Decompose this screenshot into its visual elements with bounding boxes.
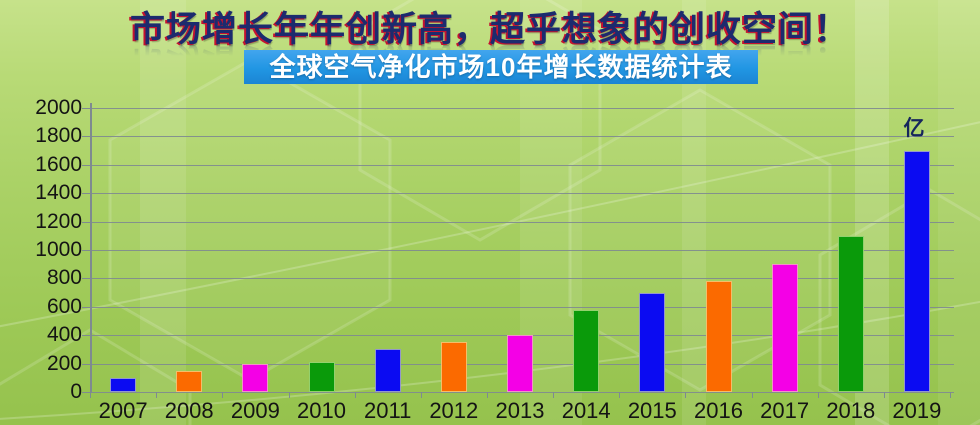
y-axis-tick — [82, 363, 90, 365]
x-axis-tick — [685, 392, 687, 398]
y-axis-label: 600 — [46, 294, 82, 318]
x-axis-tick — [420, 392, 422, 398]
page-title: 市场增长年年创新高，超乎想象的创收空间！ — [129, 10, 850, 49]
x-axis-label: 2014 — [561, 398, 611, 423]
bar-2013 — [507, 335, 533, 392]
bar-2014 — [573, 309, 600, 392]
x-axis-tick — [156, 392, 158, 398]
gridline — [90, 221, 954, 223]
x-axis-label: 2011 — [364, 398, 412, 423]
y-axis-line — [90, 103, 92, 393]
bar-2017 — [771, 264, 798, 392]
y-axis-tick — [82, 306, 90, 308]
gridline — [90, 164, 954, 166]
x-axis-label: 2008 — [164, 398, 214, 423]
y-axis-tick — [82, 164, 90, 166]
x-axis-label: 2007 — [98, 398, 148, 423]
bar-2011 — [374, 349, 401, 392]
gridline — [90, 136, 954, 138]
x-axis-tick — [354, 392, 356, 398]
gridline — [90, 108, 954, 109]
x-axis-label: 2013 — [495, 398, 545, 423]
y-axis-label: 200 — [46, 351, 82, 375]
x-axis-tick — [288, 392, 290, 398]
x-axis-tick — [883, 392, 885, 398]
y-axis-label: 0 — [70, 380, 82, 403]
y-axis-tick — [82, 278, 90, 280]
gridline — [90, 392, 954, 393]
y-axis-label: 800 — [46, 266, 82, 290]
y-axis-label: 1000 — [35, 238, 82, 261]
y-axis-tick — [82, 221, 90, 223]
x-axis-tick — [222, 392, 224, 398]
x-axis-tick — [486, 392, 488, 398]
x-axis-label: 2019 — [892, 398, 942, 423]
bar-2019 — [903, 150, 930, 392]
bar-2016 — [705, 281, 732, 392]
gridline — [90, 193, 954, 195]
gridline — [90, 250, 954, 251]
unit-label: 亿 — [903, 117, 925, 140]
x-axis-tick — [950, 392, 951, 398]
x-axis-label: 2012 — [429, 398, 479, 423]
x-axis-tick — [553, 392, 555, 398]
x-axis-tick — [619, 392, 621, 398]
y-axis-tick — [82, 335, 90, 337]
y-axis-tick — [82, 193, 90, 195]
chart-title-banner: 全球空气净化市场10年增长数据统计表 — [244, 50, 758, 84]
background-stripe — [140, 0, 186, 425]
y-axis-tick — [82, 392, 90, 393]
bar-2012 — [440, 342, 467, 392]
x-axis-label: 2015 — [627, 398, 677, 423]
gridline — [90, 306, 954, 308]
y-axis-label: 1800 — [35, 124, 82, 148]
y-axis-label: 1200 — [35, 209, 82, 233]
x-axis-label: 2016 — [694, 398, 743, 423]
bar-2007 — [110, 377, 137, 392]
bar-2015 — [639, 292, 666, 392]
x-axis-label: 2010 — [297, 398, 346, 423]
bar-2009 — [242, 363, 269, 392]
bar-2010 — [308, 362, 335, 392]
y-axis-label: 400 — [46, 323, 82, 347]
x-axis-tick — [817, 392, 819, 398]
y-axis-tick — [82, 250, 90, 251]
x-axis-label: 2018 — [826, 398, 876, 423]
bar-2018 — [837, 235, 864, 392]
x-axis-tick — [751, 392, 753, 398]
gridline — [90, 278, 954, 280]
y-axis-label: 2000 — [35, 96, 82, 119]
y-axis-label: 1400 — [35, 181, 82, 205]
bar-2008 — [176, 370, 203, 392]
x-axis-label: 2017 — [760, 398, 810, 423]
background-stripe — [938, 0, 980, 425]
y-axis-tick — [82, 108, 90, 109]
x-axis-tick — [90, 392, 91, 398]
y-axis-label: 1600 — [35, 152, 82, 176]
y-axis-tick — [82, 136, 90, 138]
x-axis-label: 2009 — [230, 398, 280, 423]
